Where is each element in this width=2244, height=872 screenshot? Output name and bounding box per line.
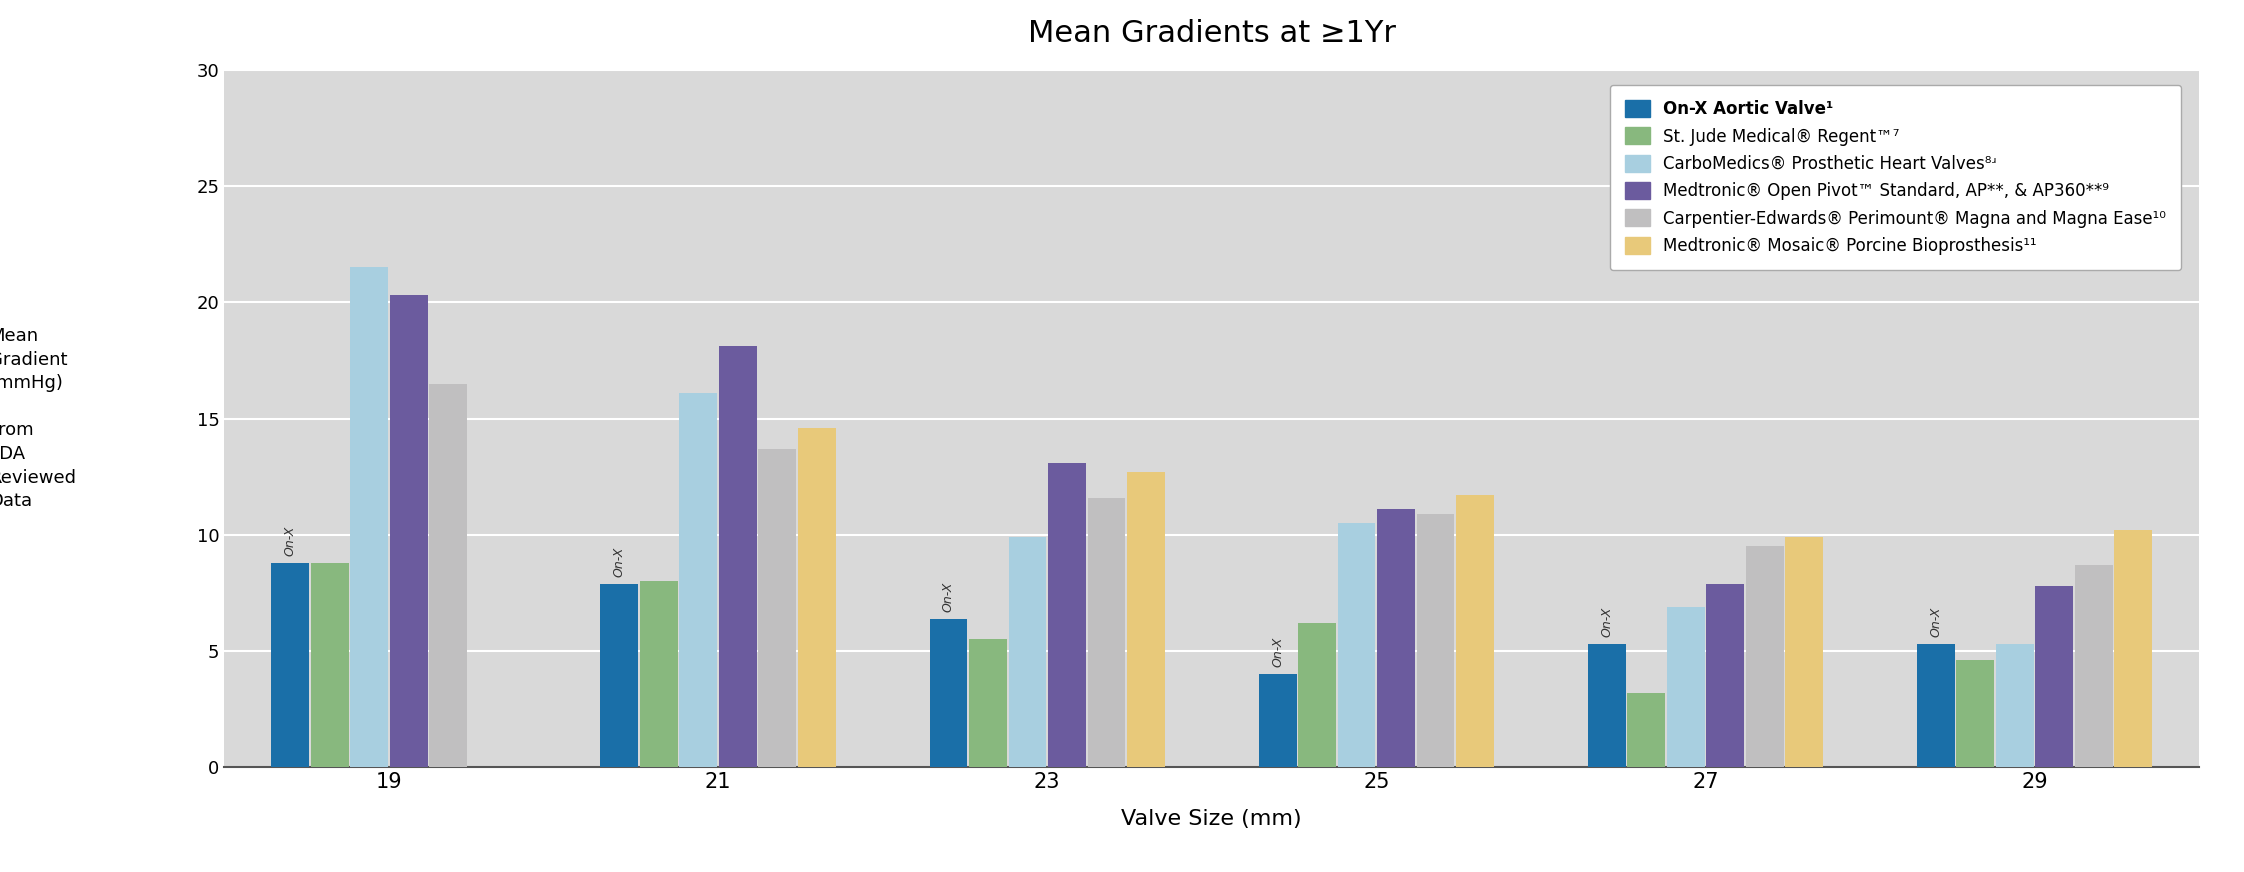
Bar	[1746, 547, 1784, 767]
Bar	[929, 618, 967, 767]
Bar	[1378, 509, 1416, 767]
Title: Mean Gradients at ≥1Yr: Mean Gradients at ≥1Yr	[1028, 19, 1396, 48]
Text: On-X: On-X	[1270, 637, 1284, 667]
Bar	[640, 582, 678, 767]
Bar	[1126, 472, 1165, 767]
Legend: On-X Aortic Valve¹, St. Jude Medical® Regent™⁷, CarboMedics® Prosthetic Heart Va: On-X Aortic Valve¹, St. Jude Medical® Re…	[1609, 85, 2181, 270]
Bar	[1667, 607, 1705, 767]
Text: On-X: On-X	[942, 581, 956, 611]
Bar	[718, 346, 756, 767]
Bar	[799, 428, 835, 767]
Bar	[1048, 463, 1086, 767]
Bar	[1456, 495, 1495, 767]
Bar	[680, 393, 718, 767]
Bar	[1705, 583, 1744, 767]
Bar	[310, 562, 348, 767]
Bar	[1088, 498, 1124, 767]
Bar	[1995, 644, 2033, 767]
Bar	[1786, 537, 1822, 767]
Bar	[2035, 586, 2073, 767]
Bar	[601, 583, 637, 767]
Text: On-X: On-X	[283, 525, 296, 555]
Bar	[272, 562, 310, 767]
Text: On-X: On-X	[1600, 607, 1613, 637]
Bar	[390, 296, 429, 767]
Bar	[350, 268, 388, 767]
Bar	[1337, 523, 1376, 767]
Text: On-X: On-X	[613, 546, 626, 576]
X-axis label: Valve Size (mm): Valve Size (mm)	[1122, 809, 1302, 829]
Bar	[1957, 660, 1995, 767]
Bar	[1627, 693, 1665, 767]
Text: On-X: On-X	[1930, 607, 1943, 637]
Bar	[969, 639, 1008, 767]
Bar	[1416, 514, 1454, 767]
Bar	[1916, 644, 1955, 767]
Bar	[1297, 623, 1335, 767]
Bar	[1589, 644, 1625, 767]
Bar	[2114, 530, 2152, 767]
Bar	[2076, 565, 2112, 767]
Bar	[758, 449, 797, 767]
Bar	[1008, 537, 1046, 767]
Bar	[429, 384, 467, 767]
Text: Mean
Gradient
(mmHg)

From
FDA
Reviewed
Data: Mean Gradient (mmHg) From FDA Reviewed D…	[0, 327, 76, 510]
Bar	[1259, 674, 1297, 767]
